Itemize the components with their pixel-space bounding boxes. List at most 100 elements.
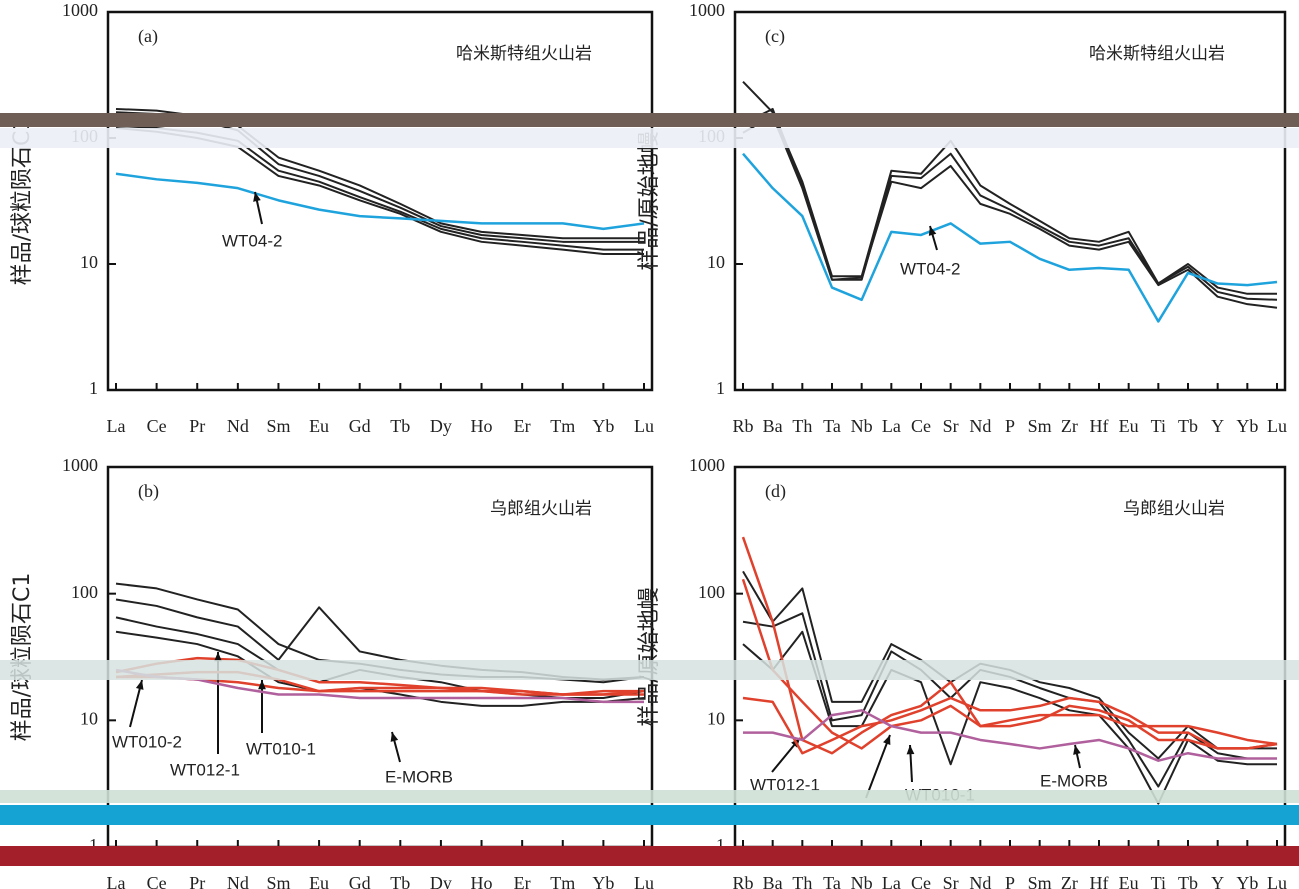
x-tick-label: Rb [732,873,753,889]
series-label: WT010-1 [246,739,316,758]
series-label: WT010-2 [112,732,182,751]
x-tick-label: Zr [1061,416,1078,436]
plot-frame [733,10,1287,392]
series-label: WT04-2 [900,259,960,278]
series-line [742,630,1277,805]
x-tick-label: La [107,416,126,436]
arrow-head [883,735,891,745]
series-line [742,114,1278,309]
x-tick-label: Ba [763,416,783,436]
panel-label: (d) [765,481,786,502]
x-tick-label: Tb [1178,416,1198,436]
x-tick-label: Nd [227,416,249,436]
y-tick-label: 10 [707,708,725,728]
x-tick-label: Hf [1090,416,1109,436]
x-tick-label: Y [1211,416,1224,436]
arrow-head [928,226,937,236]
x-tick-label: Gd [349,873,371,889]
x-tick-label: La [882,873,901,889]
x-tick-label: Tb [390,416,410,436]
x-tick-label: Er [514,873,531,889]
x-tick-label: Eu [309,416,329,436]
series-line [115,172,645,231]
x-tick-label: Ce [911,873,931,889]
x-tick-label: Gd [349,416,371,436]
arrow-head [135,680,144,690]
y-tick-label: 100 [698,126,725,146]
x-tick-label: Nd [227,873,249,889]
x-tick-label: Ce [147,873,167,889]
series-line [115,668,644,704]
x-tick-label: Er [514,416,531,436]
y-axis-label: 样品/球粒陨石C1 [10,573,35,742]
x-tick-label: Rb [732,416,753,436]
y-tick-label: 1000 [62,455,98,475]
x-tick-label: Tm [550,416,575,436]
x-tick-label: La [107,873,126,889]
panel-label: (c) [765,26,785,47]
series-line [741,578,1278,750]
panel-title: 哈米斯特组火山岩 [456,44,592,64]
x-tick-label: Ho [471,416,493,436]
plot-frame [106,465,654,849]
x-tick-label: Dy [430,873,452,889]
series-label: E-MORB [1040,771,1108,790]
y-axis-label: 样品/原始地幔 [637,131,662,270]
y-tick-label: 1000 [689,0,725,20]
y-tick-label: 100 [71,582,98,602]
x-tick-label: Sm [1028,416,1052,436]
x-tick-label: Sr [943,873,959,889]
y-tick-label: 10 [707,252,725,272]
x-tick-label: Ce [911,416,931,436]
y-tick-label: 1 [716,378,725,398]
x-tick-label: Tb [390,873,410,889]
x-tick-label: Y [1211,873,1224,889]
x-tick-label: Sr [943,416,959,436]
arrow-shaft [865,734,891,799]
arrow-head [390,732,399,742]
x-tick-label: Zr [1061,873,1078,889]
x-tick-label: Ba [763,873,783,889]
panel-title: 哈米斯特组火山岩 [1089,44,1225,64]
series-label: WT010-2 [802,801,872,820]
y-axis-label: 样品/原始地幔 [637,587,662,726]
series-label: WT012-1 [750,775,820,794]
series-label: WT012-1 [170,760,240,779]
y-tick-label: 1 [89,378,98,398]
x-tick-label: Sm [266,873,290,889]
x-tick-label: Tb [1178,873,1198,889]
plot-frame [106,10,654,392]
x-tick-label: Eu [309,873,329,889]
x-tick-label: Th [792,873,812,889]
x-tick-label: Lu [634,416,654,436]
y-tick-label: 1000 [62,0,98,20]
y-axis-label: 样品/球粒陨石C1 [10,117,35,286]
series-line [742,80,1277,295]
series-line [741,536,1278,755]
x-tick-label: Yb [1236,873,1258,889]
series-line [743,709,1277,762]
series-line [115,127,644,256]
x-tick-label: Yb [1236,416,1258,436]
x-tick-label: Ti [1151,416,1166,436]
x-tick-label: Lu [1267,873,1287,889]
series-line [742,570,1277,760]
x-tick-label: Yb [592,873,614,889]
x-tick-label: Hf [1090,873,1109,889]
series-line [115,107,644,240]
arrow-head [906,745,915,755]
x-tick-label: Ho [471,873,493,889]
x-tick-label: Nd [969,873,991,889]
x-tick-label: P [1005,873,1015,889]
x-tick-label: Sm [266,416,290,436]
y-tick-label: 1 [716,835,725,855]
y-tick-label: 100 [71,126,98,146]
x-tick-label: Yb [592,416,614,436]
x-tick-label: Ce [147,416,167,436]
series-line [742,152,1278,323]
y-tick-label: 10 [80,252,98,272]
x-tick-label: Dy [430,416,452,436]
x-tick-label: Th [792,416,812,436]
